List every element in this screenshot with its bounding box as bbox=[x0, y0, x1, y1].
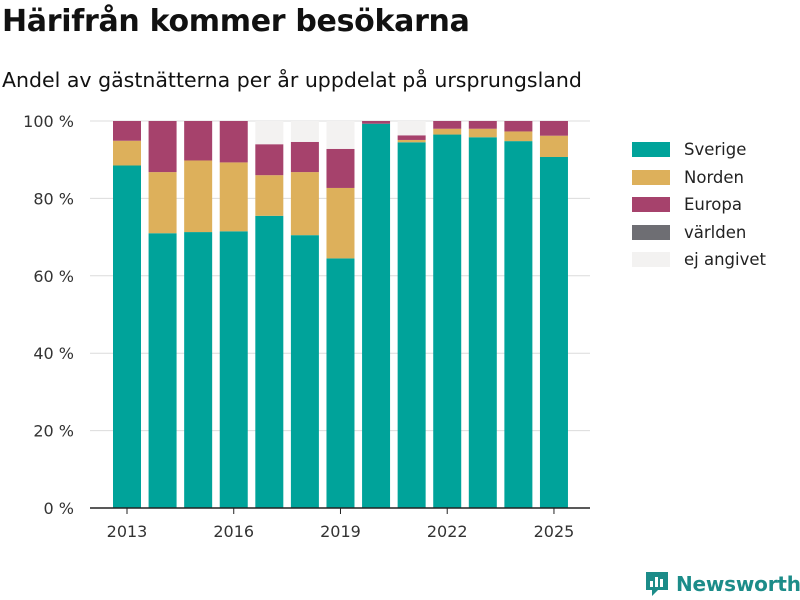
bar-segment bbox=[255, 215, 284, 508]
bar-segment bbox=[326, 258, 355, 508]
x-tick-label: 2016 bbox=[213, 522, 254, 541]
bar-segment bbox=[504, 121, 533, 132]
bar-segment bbox=[255, 144, 284, 176]
bar-segment bbox=[219, 162, 248, 232]
bar-segment bbox=[504, 141, 533, 508]
bar-segment bbox=[433, 121, 462, 129]
bar-segment bbox=[290, 121, 319, 142]
bar-segment bbox=[219, 231, 248, 509]
bar-series bbox=[113, 121, 568, 509]
bar-segment bbox=[397, 142, 426, 508]
y-tick-label: 100 % bbox=[23, 112, 74, 131]
bar-segment bbox=[468, 137, 497, 508]
bar-segment bbox=[397, 139, 426, 143]
bar-segment bbox=[504, 131, 533, 142]
x-tick-label: 2013 bbox=[107, 522, 148, 541]
y-tick-label: 80 % bbox=[33, 189, 74, 208]
legend-item: världen bbox=[632, 219, 766, 247]
bar-segment bbox=[326, 121, 355, 149]
bar-segment bbox=[326, 148, 355, 188]
brand-name: Newsworthy bbox=[676, 572, 800, 596]
bar-segment bbox=[255, 121, 284, 145]
legend: Sverige Norden Europa världen ej angivet bbox=[632, 136, 766, 274]
x-tick-label: 2022 bbox=[427, 522, 468, 541]
y-tick-label: 0 % bbox=[44, 499, 74, 518]
bar-segment bbox=[255, 175, 284, 216]
chart-title: Härifrån kommer besökarna bbox=[2, 4, 470, 39]
legend-item: Norden bbox=[632, 164, 766, 192]
legend-label: Sverige bbox=[684, 140, 747, 160]
bar-segment bbox=[113, 121, 141, 141]
legend-swatch bbox=[632, 197, 670, 213]
bar-segment bbox=[184, 160, 213, 233]
x-axis-ticks: 2013 2016 2019 2022 2025 bbox=[107, 508, 575, 541]
legend-swatch bbox=[632, 142, 670, 158]
bar-segment bbox=[113, 165, 141, 508]
y-tick-label: 40 % bbox=[33, 344, 74, 363]
bar-segment bbox=[362, 121, 391, 124]
bar-segment bbox=[290, 172, 319, 236]
legend-label: Europa bbox=[684, 195, 742, 215]
bar-segment bbox=[219, 121, 248, 163]
bar-segment bbox=[290, 235, 319, 509]
bar-segment bbox=[326, 187, 355, 259]
chart-bars-icon bbox=[646, 572, 668, 596]
legend-swatch bbox=[632, 224, 670, 240]
bar-segment bbox=[184, 121, 213, 161]
bar-segment bbox=[148, 121, 177, 173]
bar-segment bbox=[539, 121, 568, 136]
bar-segment bbox=[433, 128, 462, 135]
bar-segment bbox=[148, 172, 177, 234]
legend-label: Norden bbox=[684, 167, 745, 187]
legend-item: ej angivet bbox=[632, 246, 766, 274]
bar-segment bbox=[468, 121, 497, 129]
legend-item: Europa bbox=[632, 191, 766, 219]
bar-segment bbox=[397, 135, 426, 140]
y-tick-label: 60 % bbox=[33, 267, 74, 286]
bar-segment bbox=[539, 135, 568, 157]
y-tick-label: 20 % bbox=[33, 422, 74, 441]
bar-segment bbox=[184, 232, 213, 508]
legend-swatch bbox=[632, 169, 670, 185]
newsworthy-logo: Newsworthy bbox=[644, 570, 800, 598]
legend-swatch bbox=[632, 252, 670, 268]
bar-segment bbox=[362, 123, 391, 509]
legend-label: världen bbox=[684, 222, 747, 242]
y-axis-ticks: 0 % 20 % 40 % 60 % 80 % 100 % bbox=[23, 112, 74, 518]
bar-segment bbox=[113, 140, 141, 166]
x-tick-label: 2019 bbox=[320, 522, 361, 541]
bar-segment bbox=[468, 128, 497, 138]
legend-label: ej angivet bbox=[684, 250, 766, 270]
bar-segment bbox=[397, 121, 426, 136]
bar-segment bbox=[148, 233, 177, 509]
bar-segment bbox=[539, 156, 568, 508]
x-tick-label: 2025 bbox=[534, 522, 575, 541]
chart-subtitle: Andel av gästnätterna per år uppdelat på… bbox=[2, 68, 582, 92]
bar-segment bbox=[433, 134, 462, 509]
legend-item: Sverige bbox=[632, 136, 766, 164]
bar-segment bbox=[290, 141, 319, 173]
